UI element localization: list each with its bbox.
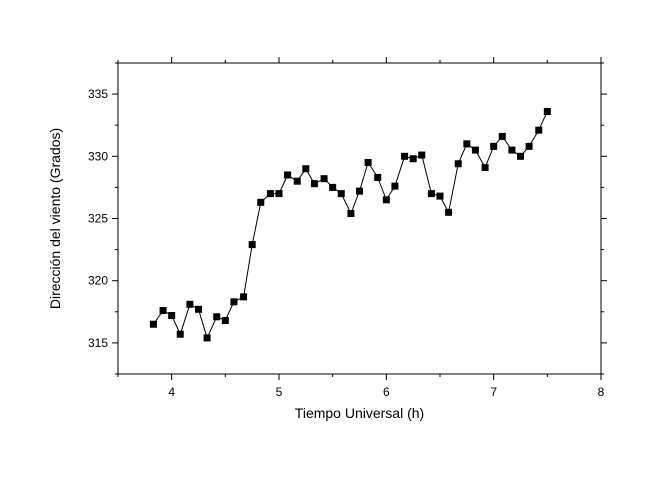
data-point: [382, 196, 390, 204]
data-point: [454, 160, 462, 168]
data-point: [337, 190, 345, 198]
data-point: [176, 330, 184, 338]
data-point: [436, 192, 444, 200]
data-point: [293, 177, 301, 185]
data-point: [186, 300, 194, 308]
data-point: [374, 173, 382, 181]
y-tick-label: 315: [88, 336, 108, 350]
data-point: [498, 132, 506, 140]
data-point: [284, 171, 292, 179]
x-tick-label: 8: [598, 385, 605, 399]
data-point: [266, 190, 274, 198]
data-point: [517, 152, 524, 160]
data-point: [471, 146, 479, 154]
data-point: [320, 175, 328, 183]
y-tick-label: 325: [88, 212, 108, 226]
series-markers: [149, 108, 551, 342]
x-axis-label: Tiempo Universal (h): [295, 405, 424, 421]
y-tick-label: 320: [88, 274, 108, 288]
y-tick-label: 335: [88, 87, 108, 101]
x-tick-label: 6: [383, 385, 390, 399]
data-point: [418, 151, 426, 159]
data-point: [508, 146, 516, 154]
data-point: [356, 187, 363, 195]
data-point: [310, 180, 318, 188]
data-point: [535, 126, 543, 134]
data-point: [240, 293, 248, 301]
data-point: [329, 183, 337, 191]
data-point: [525, 142, 533, 150]
data-point: [302, 165, 310, 173]
data-point: [409, 155, 417, 163]
data-point: [543, 108, 551, 116]
data-point: [463, 140, 471, 148]
data-point: [213, 313, 221, 321]
data-point: [159, 307, 167, 315]
data-point: [391, 182, 399, 190]
data-point: [481, 163, 489, 171]
y-tick-label: 330: [88, 149, 108, 163]
data-point: [203, 334, 211, 342]
x-tick-label: 5: [276, 385, 283, 399]
y-axis: 315 320 325 330 335: [88, 62, 607, 375]
data-point: [248, 241, 256, 249]
plot-frame: [117, 62, 602, 375]
data-point: [364, 159, 372, 167]
data-point: [275, 190, 283, 198]
data-point: [257, 198, 265, 206]
series-line: [152, 111, 548, 340]
data-point: [168, 312, 176, 320]
x-axis: 4 5 6 7 8: [117, 57, 605, 399]
data-point: [221, 317, 229, 325]
x-tick-label: 4: [168, 385, 175, 399]
data-point: [427, 190, 435, 198]
data-point: [230, 298, 238, 306]
x-tick-label: 7: [490, 385, 497, 399]
data-point: [347, 210, 355, 218]
data-point: [149, 320, 157, 328]
y-axis-label: Dirección del viento (Grados): [47, 128, 63, 309]
data-point: [445, 208, 453, 216]
data-point: [490, 142, 498, 150]
data-point: [195, 305, 202, 313]
data-point: [401, 152, 409, 160]
